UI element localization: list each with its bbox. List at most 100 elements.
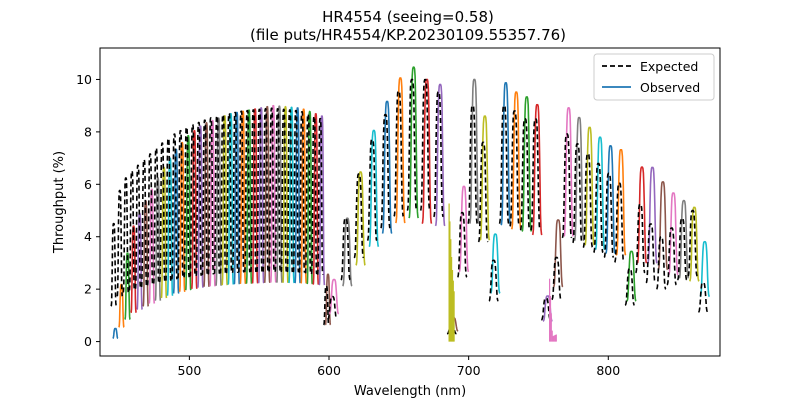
observed-filter-trace [573,116,585,242]
expected-filter-trace [243,109,251,273]
y-tick-label: 8 [84,124,92,139]
x-tick-label: 500 [177,363,201,378]
expected-filter-trace [593,162,604,254]
observed-filter-trace [318,115,326,286]
expected-filter-trace [292,109,300,273]
expected-filter-trace [561,133,573,239]
axes-frame [99,47,721,357]
expected-filter-trace [614,182,625,263]
observed-filter-trace [500,81,512,226]
observed-filter-trace [434,83,446,227]
expected-filter-trace [280,108,288,273]
expected-filter-trace [274,108,282,272]
expected-filter-trace [477,141,489,243]
expected-filter-trace [635,203,646,274]
expected-filter-trace [488,259,499,302]
expected-filter-trace [530,117,541,231]
observed-filter-trace [269,104,277,283]
expected-filter-trace [140,158,148,288]
observed-filter-trace [282,105,289,284]
observed-filter-trace [626,250,637,302]
expected-filter-trace [298,111,306,273]
expected-filter-trace [323,285,330,326]
observed-filter-trace [190,129,198,290]
expected-filter-trace [134,164,142,290]
observed-filter-trace [584,126,595,246]
expected-filter-trace [225,112,233,274]
observed-filter-trace [209,119,216,287]
observed-filter-trace [239,110,247,285]
expected-filter-trace [310,115,318,275]
observed-filter-trace [355,171,366,266]
expected-filter-trace [116,189,124,297]
observed-filter-trace [275,105,283,283]
expected-filter-trace [316,117,324,275]
observed-filter-trace [342,217,353,287]
legend-expected-label: Expected [640,59,698,74]
observed-filter-trace [678,199,690,279]
observed-filter-trace [294,107,301,284]
expected-filter-trace [201,119,209,276]
observed-filter-trace [408,66,420,219]
expected-filter-trace [268,107,276,272]
observed-filter-trace [510,91,522,230]
y-tick-label: 10 [76,72,92,87]
observed-filter-trace [563,106,575,237]
x-axis-label: Wavelength (nm) [354,384,466,399]
expected-filter-trace [467,104,479,224]
expected-filter-trace [128,170,136,291]
observed-filter-trace [490,233,501,294]
expected-filter-trace [207,116,215,275]
observed-filter-trace [124,252,131,320]
observed-filter-trace [300,108,308,284]
expected-filter-trace [183,126,190,278]
expected-filter-trace [656,235,667,290]
expected-filter-trace [380,113,391,229]
observed-filter-trace [112,327,119,340]
observed-filter-trace [381,100,393,234]
observed-filter-trace [148,188,156,304]
observed-filter-trace [306,110,314,285]
x-axis: 500 600 700 800 [177,356,620,378]
observed-filter-trace [605,144,616,254]
observed-filter-trace [657,181,669,271]
expected-filter-trace [152,147,160,284]
chart-subtitle: (file puts/HR4554/KP.20230109.55357.76) [250,26,566,44]
y-tick-label: 6 [84,177,92,192]
legend: Expected Observed [593,53,715,101]
expected-filter-trace [189,123,197,277]
expected-filter-trace [366,138,378,242]
expected-filter-trace [158,142,166,283]
expected-filter-trace [406,78,418,211]
observed-filter-trace [668,192,679,276]
expected-filter-trace [219,113,227,274]
y-axis: 0 2 4 6 8 10 [76,72,100,349]
expected-filter-trace [249,109,257,273]
expected-filter-trace [237,110,245,273]
expected-filter-trace [146,153,154,286]
expected-filter-trace [256,108,263,273]
observed-filter-trace [615,149,627,256]
observed-filter-trace [394,77,406,224]
expected-filter-trace [666,227,677,286]
observed-filter-trace [368,129,380,248]
chart-title: HR4554 (seeing=0.58) [322,8,494,26]
expected-filter-trace [213,115,221,275]
y-tick-label: 0 [84,334,92,349]
observed-filter-trace [531,103,543,236]
observed-filter-trace [130,225,137,314]
observed-filter-trace [215,117,223,286]
expected-filter-trace [262,107,269,272]
observed-filter-trace [184,134,192,291]
expected-filter-trace [687,209,698,277]
x-tick-label: 700 [457,363,481,378]
expected-filter-trace [110,222,118,307]
observed-filter-trace [421,78,433,224]
expected-filter-trace [122,177,130,293]
expected-filter-trace [572,142,583,244]
expected-filter-trace [353,173,365,259]
observed-filter-trace [636,166,648,264]
y-tick-label: 2 [84,282,92,297]
y-axis-label: Throughput (%) [52,151,67,254]
